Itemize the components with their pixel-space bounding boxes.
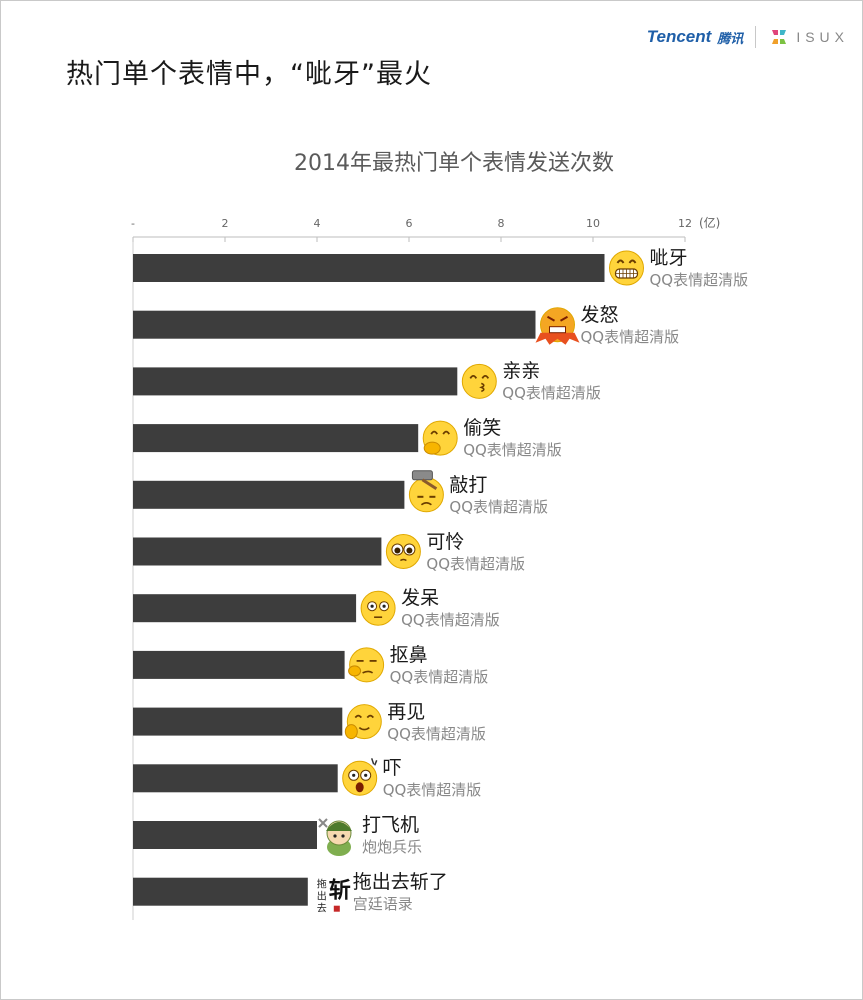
bar-label: 抠鼻 QQ表情超清版 (390, 643, 489, 687)
category-label: 呲牙 (649, 247, 688, 269)
source-label: QQ表情超清版 (401, 611, 500, 630)
bar-label: 亲亲 QQ表情超清版 (502, 359, 601, 403)
tencent-logo-text: Tencent (646, 27, 712, 46)
x-tick-label: 12 (678, 217, 692, 230)
pick-nose-icon (348, 647, 385, 683)
category-label: 亲亲 (502, 360, 541, 383)
category-label: 发怒 (580, 303, 619, 326)
bar-label: 呲牙 QQ表情超清版 (650, 246, 749, 290)
bar-label: 打飞机 炮炮兵乐 (362, 813, 422, 857)
bar-2 (133, 367, 458, 396)
category-label: 发呆 (401, 587, 440, 610)
bar-label: 拖出去斩了 宫廷语录 (353, 870, 448, 914)
bar-label: 发呆 QQ表情超清版 (401, 586, 500, 630)
wave-bye-icon (344, 704, 382, 740)
source-label: QQ表情超清版 (580, 327, 680, 346)
source-label: QQ表情超清版 (426, 554, 526, 573)
x-tick-label: 10 (586, 217, 600, 230)
brand-divider (755, 26, 757, 48)
bar-label: 敲打 QQ表情超清版 (449, 473, 548, 517)
svg-text:斩: 斩 (329, 878, 351, 904)
source-label: QQ表情超清版 (502, 384, 601, 403)
source-label: 炮炮兵乐 (362, 838, 423, 856)
x-tick-label: 8 (498, 217, 505, 230)
scared-icon (342, 758, 378, 796)
bar-3 (133, 424, 419, 453)
bar-label: 发怒 QQ表情超清版 (581, 303, 680, 347)
bar-4 (133, 480, 405, 509)
category-label: 打飞机 (362, 814, 420, 836)
angry-icon (535, 307, 580, 345)
source-label: QQ表情超清版 (649, 271, 749, 289)
bar-8 (133, 707, 343, 736)
svg-text:拖: 拖 (317, 878, 327, 891)
category-label: 吓 (382, 757, 402, 780)
tencent-logo-cn: 腾讯 (717, 31, 744, 47)
category-label: 再见 (387, 700, 426, 723)
svg-text:出: 出 (317, 890, 327, 903)
snicker-icon (422, 420, 458, 456)
bar-label: 可怜 QQ表情超清版 (426, 530, 525, 574)
source-label: QQ表情超清版 (389, 667, 489, 686)
category-label: 拖出去斩了 (352, 870, 448, 893)
dazed-icon (360, 590, 396, 626)
pitiful-icon (385, 534, 421, 569)
bar-0 (133, 254, 605, 282)
category-label: 抠鼻 (389, 643, 428, 666)
bar-label: 吓 QQ表情超清版 (383, 756, 482, 800)
page-headline: 热门单个表情中，“呲牙”最火 (66, 59, 432, 90)
bar-10 (133, 821, 317, 849)
x-tick-label: 4 (314, 217, 321, 230)
bar-label: 再见 QQ表情超清版 (387, 700, 486, 744)
source-label: 宫廷语录 (352, 894, 413, 913)
chart-title: 2014年最热门单个表情发送次数 (294, 151, 614, 176)
bar-5 (133, 537, 382, 566)
brand-logo: Tencent 腾讯 ISUX (647, 22, 849, 52)
category-label: 偷笑 (463, 417, 502, 440)
source-label: QQ表情超清版 (382, 781, 482, 800)
bar-1 (133, 310, 536, 339)
bar-9 (133, 764, 338, 793)
x-axis-unit: (亿) (699, 215, 720, 230)
x-tick-label: 2 (222, 217, 229, 230)
kiss-icon (461, 363, 497, 399)
grin-icon (609, 250, 644, 286)
source-label: QQ表情超清版 (449, 497, 549, 516)
source-label: QQ表情超清版 (463, 441, 562, 460)
isux-logo-text: ISUX (796, 29, 849, 45)
category-label: 敲打 (449, 473, 488, 496)
bar-7 (133, 650, 345, 679)
bar-label: 偷笑 QQ表情超清版 (463, 416, 562, 460)
calligraphy-icon: 拖出去斩 (317, 878, 351, 915)
hammer-icon (408, 470, 444, 513)
isux-logo-icon (772, 30, 787, 44)
bar-6 (133, 594, 357, 623)
category-label: 可怜 (426, 530, 465, 553)
soldier-icon (318, 818, 352, 856)
source-label: QQ表情超清版 (387, 724, 486, 743)
bar-11 (133, 877, 308, 906)
x-tick-label: - (131, 217, 135, 230)
svg-text:去: 去 (317, 903, 327, 915)
x-tick-label: 6 (406, 217, 413, 230)
